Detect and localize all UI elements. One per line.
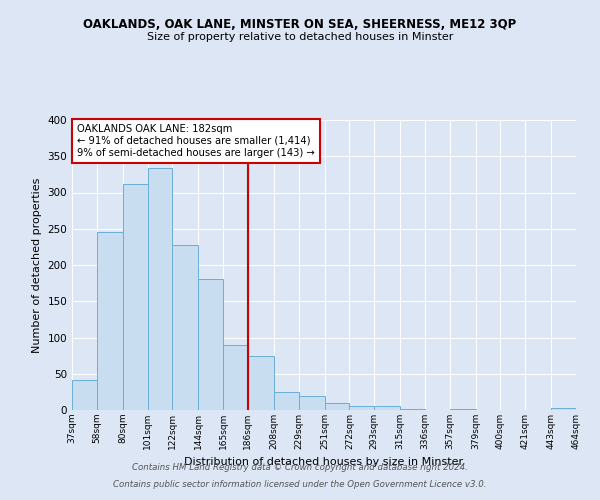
Text: OAKLANDS, OAK LANE, MINSTER ON SEA, SHEERNESS, ME12 3QP: OAKLANDS, OAK LANE, MINSTER ON SEA, SHEE… <box>83 18 517 30</box>
Text: Contains public sector information licensed under the Open Government Licence v3: Contains public sector information licen… <box>113 480 487 489</box>
Bar <box>349 406 374 410</box>
Bar <box>325 403 349 410</box>
Bar <box>551 408 576 410</box>
Bar <box>172 244 198 410</box>
Text: OAKLANDS OAK LANE: 182sqm
← 91% of detached houses are smaller (1,414)
9% of sem: OAKLANDS OAK LANE: 182sqm ← 91% of detac… <box>77 124 315 158</box>
Bar <box>223 345 248 410</box>
Bar <box>123 184 148 410</box>
Text: Size of property relative to detached houses in Minster: Size of property relative to detached ho… <box>147 32 453 42</box>
Bar <box>148 168 172 410</box>
Bar <box>299 396 325 410</box>
Bar <box>97 232 123 410</box>
Bar <box>198 279 223 410</box>
Bar <box>248 356 274 410</box>
Bar <box>72 380 97 410</box>
Text: Contains HM Land Registry data © Crown copyright and database right 2024.: Contains HM Land Registry data © Crown c… <box>132 464 468 472</box>
X-axis label: Distribution of detached houses by size in Minster: Distribution of detached houses by size … <box>184 458 464 468</box>
Bar <box>374 406 400 410</box>
Y-axis label: Number of detached properties: Number of detached properties <box>32 178 42 352</box>
Bar <box>274 392 299 410</box>
